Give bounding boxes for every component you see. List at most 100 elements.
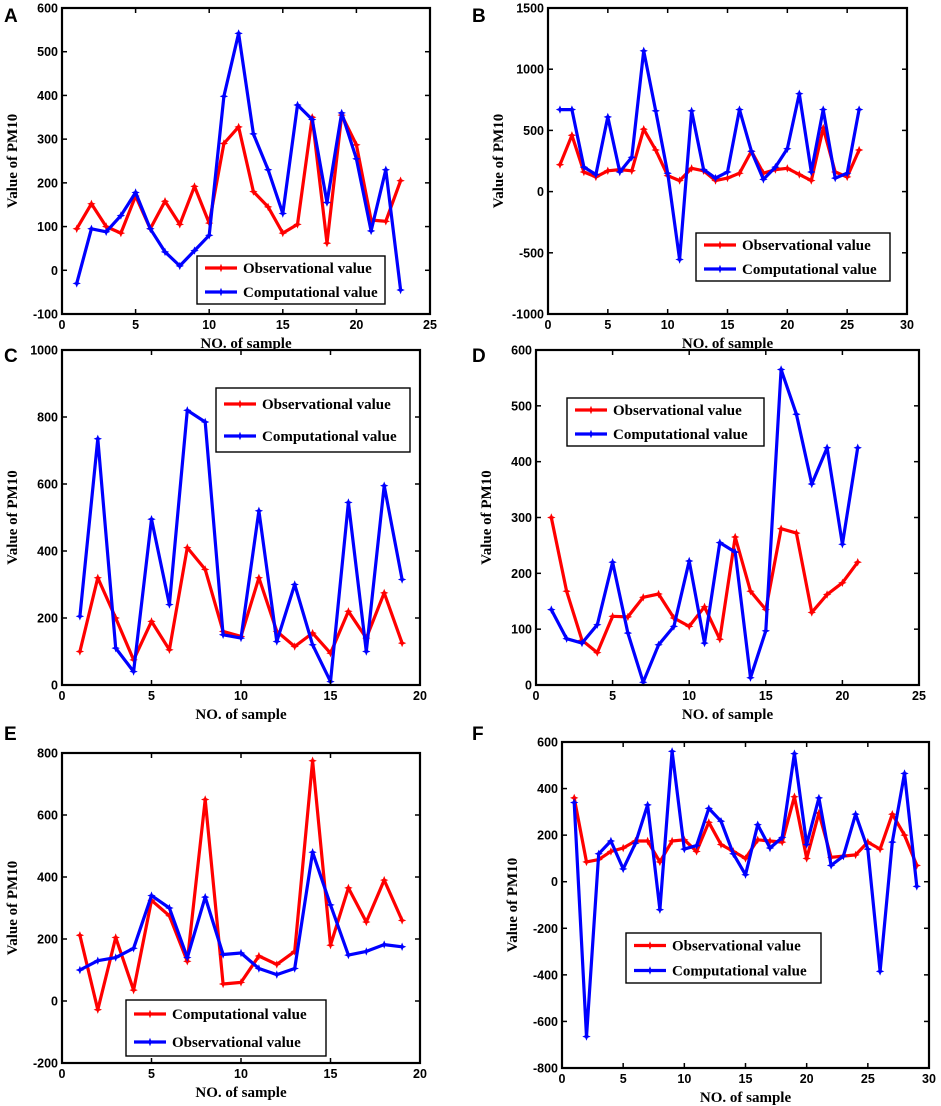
data-point [765,843,775,853]
data-point [201,417,210,427]
data-point [863,837,872,847]
y-tick-label: 400 [511,455,532,469]
y-tick-label: 0 [51,264,58,278]
legend: Observational value Computational value [625,932,822,984]
data-point [326,900,335,910]
data-point [692,841,701,850]
data-point [606,847,616,856]
data-point [912,882,921,891]
axes-frame [60,6,432,316]
y-tick-label: -100 [33,308,58,322]
data-point [249,187,258,196]
data-point [254,573,264,582]
data-point [747,147,756,156]
y-tick-label: 1000 [30,344,58,358]
legend-label: Observational value [262,397,391,413]
data-point [675,176,684,185]
data-point [608,612,617,621]
data-point [352,140,361,149]
data-point [819,105,828,114]
data-point [562,634,571,643]
data-point [362,647,371,656]
x-tick-label: 0 [559,1072,566,1086]
data-point [741,854,750,863]
data-point [655,857,665,867]
data-point [396,176,405,185]
data-point [851,810,860,819]
data-point [147,891,156,900]
data-point [912,861,921,870]
x-tick-label: 0 [533,689,540,703]
data-point [822,590,832,599]
data-point [190,182,199,191]
y-tick-label: 500 [523,124,544,138]
data-point [807,167,816,177]
y-tick-label: 600 [37,809,58,823]
legend-marker [216,263,226,273]
x-tick-label: 5 [148,1067,155,1081]
data-point [129,985,138,995]
x-tick-label: 5 [604,318,611,332]
y-tick-label: -200 [33,1057,58,1071]
data-point [735,105,744,114]
data-point [290,964,299,973]
data-point [667,747,677,756]
x-tick-label: 15 [276,318,290,332]
data-point [643,800,652,810]
data-point [669,613,679,623]
data-point [776,524,786,533]
y-tick-label: 1500 [516,2,544,16]
data-point [102,227,111,236]
y-tick-label: 600 [537,736,558,750]
data-point [843,169,852,178]
data-point [308,640,317,649]
y-tick-label: 800 [37,411,58,425]
data-point [623,628,633,638]
data-point [570,798,579,807]
data-point [263,165,273,174]
data-point [699,165,708,174]
data-point [272,637,281,646]
data-point [875,844,885,854]
data-point [362,947,371,956]
data-point [819,123,828,133]
data-point [111,643,120,653]
data-point [308,848,317,857]
data-point [700,638,709,648]
x-tick-label: 10 [202,318,216,332]
legend-label: Observational value [613,403,742,419]
data-point [888,810,897,819]
data-point [627,166,636,175]
data-point [131,188,140,197]
legend-label: Computational value [262,429,397,445]
panel-b: B 0 5 10 15 20 25 30 -1000 -500 0 500 1000 1500 NO. of… [472,2,914,353]
data-point [396,285,405,295]
data-point [547,605,556,614]
data-point [397,916,407,925]
y-tick-label: -200 [533,922,558,936]
y-tick-label: 400 [37,89,58,103]
data-point [111,613,120,623]
data-point [639,678,648,687]
data-point [75,931,85,940]
x-tick-label: 15 [721,318,735,332]
y-tick-label: 200 [511,567,532,581]
data-point [675,255,684,264]
y-tick-label: 0 [51,995,58,1009]
data-point [116,211,126,220]
data-point [201,565,210,574]
data-point [201,795,210,804]
x-tick-label: 20 [780,318,794,332]
data-point [753,835,762,844]
data-point [236,978,246,987]
legend-label: Observational value [742,238,871,254]
data-point [606,836,616,846]
data-point [381,217,390,226]
x-tick-label: 30 [922,1072,936,1086]
data-point [603,112,612,122]
y-tick-label: 200 [37,933,58,947]
data-point [322,198,332,207]
y-tick-label: -600 [533,1015,558,1029]
legend-label: Computational value [243,285,378,301]
data-point [380,588,389,598]
